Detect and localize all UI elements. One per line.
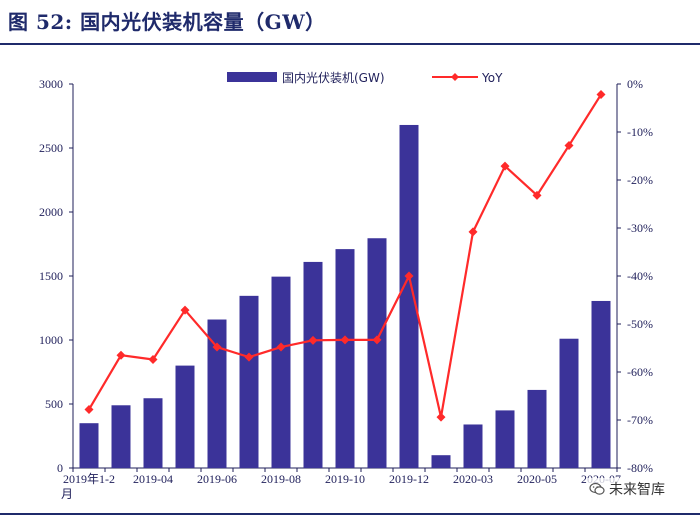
yoy-point [84, 404, 94, 414]
bar [399, 124, 419, 469]
yoy-point [244, 352, 254, 362]
y-left-tick-label: 500 [45, 397, 63, 411]
bar [463, 424, 483, 468]
legend-bar-label: 国内光伏装机(GW) [282, 71, 385, 85]
figure-title: 图 52: 国内光伏装机容量（GW） [8, 10, 326, 34]
bar [431, 455, 451, 468]
yoy-point [500, 161, 510, 171]
legend-bar-swatch [227, 72, 277, 82]
y-left-tick-label: 1500 [39, 269, 63, 283]
yoy-point [180, 305, 190, 315]
y-left-tick-label: 1000 [39, 333, 63, 347]
y-right-tick-label: -70% [627, 413, 653, 427]
bar [559, 338, 579, 468]
yoy-point [116, 350, 126, 360]
watermark: 未来智库 [586, 478, 668, 500]
x-tick-label: 2019-12 [389, 472, 429, 486]
y-left-tick-label: 2000 [39, 205, 63, 219]
bar-series [79, 124, 611, 469]
y-right-tick-label: -20% [627, 173, 653, 187]
legend-line-marker [451, 73, 459, 81]
yoy-point [148, 355, 158, 365]
chart-axes: 0 500 1000 1500 2000 2500 3000 0% -10% -20% -30% -4… [39, 77, 653, 501]
y-right-tick-label: 0% [627, 77, 643, 91]
y-right-tick-label: -30% [627, 221, 653, 235]
yoy-point [532, 190, 542, 200]
bar [239, 295, 259, 468]
yoy-point [276, 342, 286, 352]
bar [591, 300, 611, 468]
bar [111, 405, 131, 468]
title-divider [0, 43, 700, 45]
y-right-tick-label: -40% [627, 269, 653, 283]
bar [527, 389, 547, 468]
bottom-divider [0, 513, 700, 515]
y-right-tick-label: -60% [627, 365, 653, 379]
bar [335, 249, 355, 468]
y-left-tick-label: 0 [57, 461, 63, 475]
yoy-point [596, 90, 606, 100]
x-tick-label: 2019-10 [325, 472, 365, 486]
x-tick-label: 2020-05 [517, 472, 557, 486]
yoy-point [404, 271, 414, 281]
bar [175, 365, 195, 468]
yoy-point [212, 342, 222, 352]
yoy-point [468, 227, 478, 237]
bar [207, 319, 227, 468]
yoy-point [372, 335, 382, 345]
bar [143, 398, 163, 468]
y-right-tick-label: -50% [627, 317, 653, 331]
yoy-point [340, 335, 350, 345]
yoy-line-series [84, 90, 606, 422]
x-tick-label: 2019-04 [133, 472, 173, 486]
yoy-point [308, 335, 318, 345]
bar [271, 276, 291, 468]
y-left-tick-label: 2500 [39, 141, 63, 155]
watermark-text: 未来智库 [609, 482, 665, 498]
legend-line-label: YoY [481, 71, 503, 85]
bar [79, 423, 99, 468]
y-right-tick-label: -10% [627, 125, 653, 139]
yoy-point [564, 140, 574, 150]
y-left-tick-label: 3000 [39, 77, 63, 91]
x-tick-label: 2019-06 [197, 472, 237, 486]
bar [303, 261, 323, 468]
x-tick-label-line2: 月 [61, 487, 73, 501]
x-tick-label: 2019-08 [261, 472, 301, 486]
chart-legend: 国内光伏装机(GW) YoY [227, 71, 503, 85]
wechat-icon [589, 482, 605, 495]
bar [495, 410, 515, 468]
x-tick-label: 2019年1-2 [63, 472, 115, 486]
y-right-tick-label: -80% [627, 461, 653, 475]
x-tick-label: 2020-03 [453, 472, 493, 486]
bar [367, 238, 387, 468]
yoy-point [436, 412, 446, 422]
